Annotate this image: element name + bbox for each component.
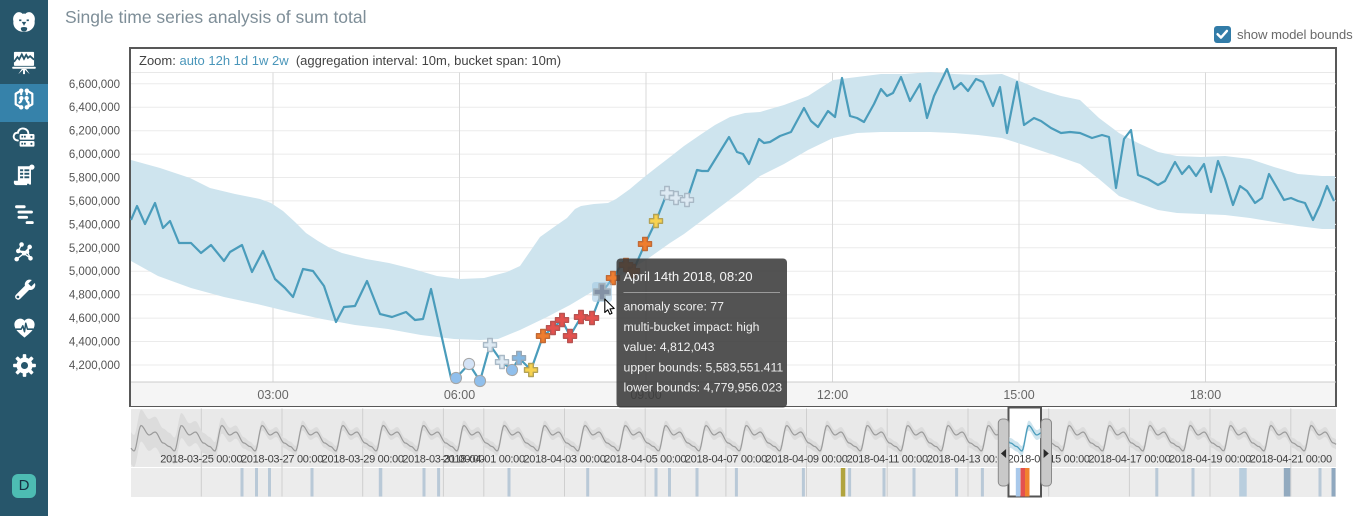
svg-text:2018-04-01 00:00: 2018-04-01 00:00 xyxy=(443,454,525,466)
svg-text:upper bounds: 5,583,551.411: upper bounds: 5,583,551.411 xyxy=(624,360,784,374)
svg-text:12:00: 12:00 xyxy=(817,388,848,402)
svg-text:5,800,000: 5,800,000 xyxy=(69,173,120,185)
svg-text:6,600,000: 6,600,000 xyxy=(69,79,120,91)
svg-text:06:00: 06:00 xyxy=(444,388,475,402)
svg-text:multi-bucket impact: high: multi-bucket impact: high xyxy=(624,320,760,334)
svg-text:2018-04-09 00:00: 2018-04-09 00:00 xyxy=(765,454,847,466)
svg-text:6,000,000: 6,000,000 xyxy=(69,149,120,161)
svg-text:4,400,000: 4,400,000 xyxy=(69,337,120,349)
svg-text:6,200,000: 6,200,000 xyxy=(69,126,120,138)
svg-text:5,600,000: 5,600,000 xyxy=(69,196,120,208)
svg-text:2018-03-25 00:00: 2018-03-25 00:00 xyxy=(160,454,242,466)
svg-text:03:00: 03:00 xyxy=(257,388,288,402)
svg-text:4,800,000: 4,800,000 xyxy=(69,290,120,302)
svg-text:4,600,000: 4,600,000 xyxy=(69,313,120,325)
svg-text:4,200,000: 4,200,000 xyxy=(69,360,120,372)
svg-text:5,000,000: 5,000,000 xyxy=(69,266,120,278)
svg-text:2018-04-19 00:00: 2018-04-19 00:00 xyxy=(1169,454,1251,466)
svg-text:2018-04-13 00:00: 2018-04-13 00:00 xyxy=(927,454,1009,466)
svg-text:2018-03-29 00:00: 2018-03-29 00:00 xyxy=(322,454,404,466)
svg-text:2018-04-17 00:00: 2018-04-17 00:00 xyxy=(1088,454,1170,466)
svg-text:anomaly score: 77: anomaly score: 77 xyxy=(624,300,725,314)
svg-text:2018-03-31 00:00: 2018-03-31 00:00 xyxy=(402,454,484,466)
svg-text:2018-04-07 00:00: 2018-04-07 00:00 xyxy=(685,454,767,466)
svg-text:5,200,000: 5,200,000 xyxy=(69,243,120,255)
svg-text:18:00: 18:00 xyxy=(1190,388,1221,402)
svg-text:6,400,000: 6,400,000 xyxy=(69,102,120,114)
svg-text:value: 4,812,043: value: 4,812,043 xyxy=(624,340,715,354)
svg-text:lower bounds: 4,779,956.023: lower bounds: 4,779,956.023 xyxy=(624,381,783,395)
svg-text:2018-03-27 00:00: 2018-03-27 00:00 xyxy=(241,454,323,466)
svg-text:April 14th 2018, 08:20: April 14th 2018, 08:20 xyxy=(624,269,753,284)
svg-text:2018-04-21 00:00: 2018-04-21 00:00 xyxy=(1250,454,1332,466)
svg-text:5,400,000: 5,400,000 xyxy=(69,219,120,231)
svg-text:2018-04-15 00:00: 2018-04-15 00:00 xyxy=(1008,454,1090,466)
svg-text:2018-04-11 00:00: 2018-04-11 00:00 xyxy=(847,454,928,466)
svg-text:15:00: 15:00 xyxy=(1003,388,1034,402)
svg-text:2018-04-05 00:00: 2018-04-05 00:00 xyxy=(604,454,686,466)
svg-text:2018-04-03 00:00: 2018-04-03 00:00 xyxy=(523,454,605,466)
